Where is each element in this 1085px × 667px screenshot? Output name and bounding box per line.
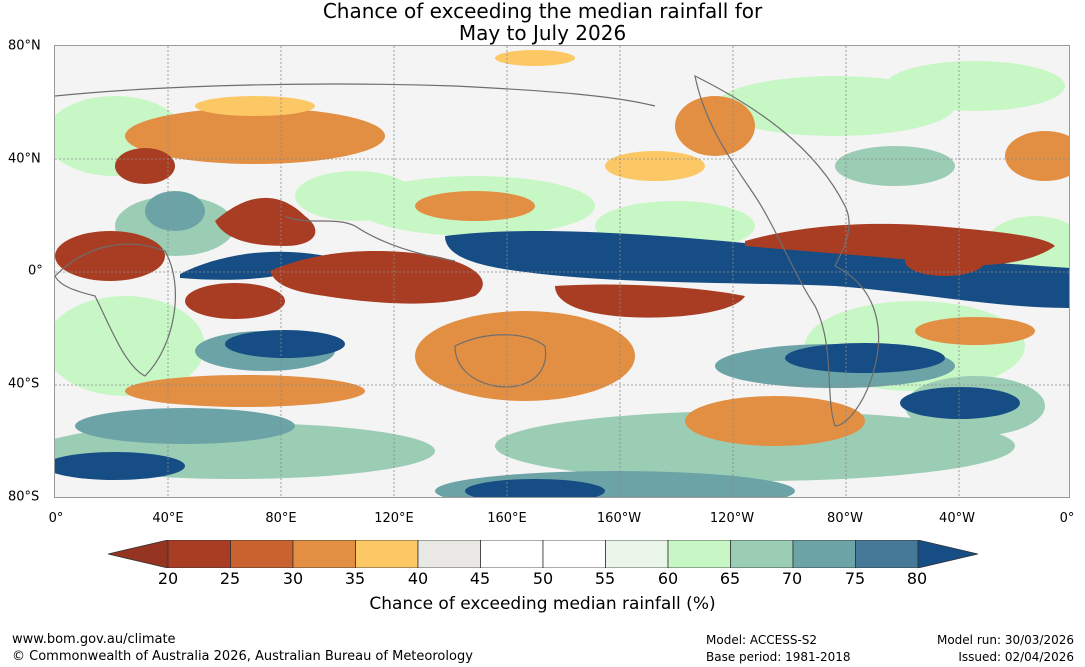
probability-30-35-patches: [125, 96, 1069, 446]
colorbar-tick-label: 30: [282, 569, 304, 588]
colorbar-cell-50-55: [542, 540, 606, 568]
colorbar-tick-label: 25: [219, 569, 241, 588]
colorbar-cell-55-60: [605, 540, 669, 568]
colorbar-tick-label: 20: [157, 569, 179, 588]
colorbar-under-arrow: [108, 540, 169, 568]
title-line-2: May to July 2026: [458, 21, 627, 45]
colorbar-tick-label: 35: [344, 569, 366, 588]
model-name: Model: ACCESS-S2: [706, 633, 818, 647]
lat-label-equator: 0°: [28, 263, 43, 279]
lon-label-0-west: 0°: [48, 511, 64, 526]
colorbar-cell-70-75: [792, 540, 856, 568]
coastlines: [55, 74, 880, 427]
colorbar-tick-label: 60: [657, 569, 679, 588]
colorbar-tick-label: 55: [594, 569, 616, 588]
colorbar-cell-65-70: [730, 540, 794, 568]
probability-35-40-patches: [195, 50, 705, 181]
colorbar-cell-60-65: [667, 540, 731, 568]
colorbar-tick-label: 75: [844, 569, 866, 588]
lon-label-40w: 40°W: [939, 511, 975, 526]
colorbar: [108, 540, 978, 568]
lon-label-0-east: 0°: [1059, 511, 1075, 526]
website-link[interactable]: www.bom.gov.au/climate: [12, 632, 176, 647]
colorbar-cell-35-40: [355, 540, 419, 568]
colorbar-title: Chance of exceeding median rainfall (%): [369, 594, 716, 614]
lon-label-40e: 40°E: [152, 511, 184, 526]
colorbar-tick-label: 65: [719, 569, 741, 588]
rainfall-outlook-map: [54, 45, 1070, 498]
lon-label-120w: 120°W: [709, 511, 755, 526]
lat-label-40s: 40°S: [8, 376, 40, 392]
copyright-text: © Commonwealth of Australia 2026, Austra…: [12, 649, 473, 664]
title-line-1: Chance of exceeding the median rainfall …: [322, 0, 763, 23]
colorbar-cell-30-35: [292, 540, 356, 568]
colorbar-cell-40-45: [417, 540, 481, 568]
colorbar-cell-75-80: [855, 540, 919, 568]
colorbar-tick-label: 50: [532, 569, 554, 588]
map-canvas: [55, 46, 1069, 497]
lon-label-160e: 160°E: [487, 511, 527, 526]
colorbar-over-arrow: [917, 540, 978, 568]
model-run-date: Model run: 30/03/2026: [936, 633, 1074, 647]
lon-label-80e: 80°E: [265, 511, 297, 526]
colorbar-tick-label: 45: [469, 569, 491, 588]
colorbar-tick-label: 80: [906, 569, 928, 588]
lon-label-80w: 80°W: [827, 511, 863, 526]
model-info: Model: ACCESS-S2 Base period: 1981-2018: [706, 632, 851, 666]
lon-label-120e: 120°E: [374, 511, 414, 526]
colorbar-cell-20-25: [167, 540, 231, 568]
lat-label-80n: 80°N: [8, 38, 41, 54]
footer-left: www.bom.gov.au/climate © Commonwealth of…: [12, 631, 473, 665]
colorbar-tick-label: 40: [407, 569, 429, 588]
lat-label-80s: 80°S: [8, 489, 40, 505]
lat-label-40n: 40°N: [8, 151, 41, 167]
probability-under-25-patches: [55, 148, 1055, 319]
run-info: Model run: 30/03/2026 Issued: 02/04/2026: [937, 632, 1074, 666]
colorbar-cell-25-30: [230, 540, 294, 568]
map-title: Chance of exceeding the median rainfall …: [0, 0, 1085, 44]
issued-date: Issued: 02/04/2026: [958, 650, 1074, 664]
base-period: Base period: 1981-2018: [706, 650, 851, 664]
colorbar-tick-label: 70: [781, 569, 803, 588]
colorbar-cell-45-50: [480, 540, 544, 568]
graticule: [55, 46, 1069, 497]
lon-label-160w: 160°W: [596, 511, 642, 526]
probability-over-80-patches: [55, 230, 1069, 497]
